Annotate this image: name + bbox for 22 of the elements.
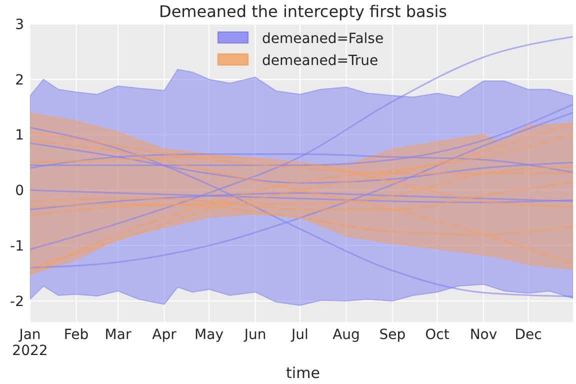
x-axis-title: time: [286, 364, 320, 382]
y-tick-label: 3: [15, 16, 24, 33]
y-tick-label: -1: [10, 238, 24, 254]
x-tick-label: Dec: [514, 327, 542, 343]
x-tick-label: May: [194, 327, 224, 343]
x-tick-label: Sep: [379, 327, 406, 343]
x-tick-label: Oct: [425, 327, 450, 343]
x-tick-label: Jun: [243, 327, 266, 343]
chart-title: Demeaned the intercepty first basis: [159, 2, 447, 21]
x-tick-label: Nov: [470, 327, 498, 343]
x-tick-label: Mar: [104, 327, 132, 343]
x-tick-label: Jul: [290, 327, 308, 343]
x-tick-label: Apr: [152, 327, 177, 343]
y-tick-label: -2: [10, 294, 24, 310]
x-tick-label: Jan 2022: [12, 327, 48, 359]
x-tick-label: Feb: [64, 327, 89, 343]
legend-label: demeaned=True: [262, 52, 378, 69]
y-tick-label: 2: [15, 72, 24, 88]
y-tick-label: 0: [15, 183, 24, 200]
legend-label: demeaned=False: [262, 30, 384, 47]
y-tick-label: 1: [15, 128, 24, 144]
x-tick-label: Aug: [332, 327, 360, 343]
